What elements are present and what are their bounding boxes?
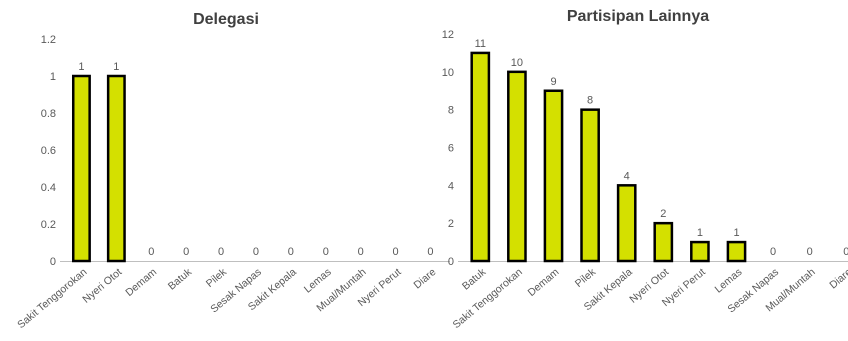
category-label: Pilek bbox=[573, 266, 599, 290]
category-label: Sakit Tenggorokan bbox=[15, 266, 89, 331]
data-label: 9 bbox=[550, 76, 556, 88]
y-tick-label: 0.6 bbox=[41, 145, 56, 157]
data-label: 0 bbox=[358, 246, 364, 258]
category-label: Lemas bbox=[713, 266, 745, 295]
data-label: 0 bbox=[218, 246, 224, 258]
y-tick-label: 1.2 bbox=[41, 34, 56, 46]
y-tick-label: 0 bbox=[50, 256, 56, 268]
data-label: 0 bbox=[323, 246, 329, 258]
category-label: Pilek bbox=[204, 266, 230, 290]
data-label: 0 bbox=[427, 246, 433, 258]
y-tick-label: 12 bbox=[442, 29, 454, 41]
data-label: 0 bbox=[253, 246, 259, 258]
data-label: 0 bbox=[843, 246, 848, 258]
data-label: 0 bbox=[148, 246, 154, 258]
data-label: 2 bbox=[660, 208, 666, 220]
y-tick-label: 4 bbox=[448, 180, 454, 192]
category-label: Diare bbox=[411, 266, 438, 291]
bar bbox=[690, 240, 710, 263]
category-label: Demam bbox=[526, 266, 562, 299]
bar bbox=[543, 89, 564, 263]
data-label: 8 bbox=[587, 95, 593, 107]
y-tick-label: 8 bbox=[448, 105, 454, 117]
y-tick-label: 2 bbox=[448, 218, 454, 230]
y-tick-label: 0 bbox=[448, 256, 454, 268]
data-label: 1 bbox=[697, 227, 703, 239]
data-label: 0 bbox=[807, 246, 813, 258]
bar bbox=[726, 240, 747, 263]
data-label: 1 bbox=[78, 61, 84, 73]
chart-title-delegasi: Delegasi bbox=[193, 11, 259, 28]
data-label: 1 bbox=[113, 61, 119, 73]
y-tick-label: 1 bbox=[50, 71, 56, 83]
bar bbox=[470, 51, 491, 263]
y-tick-label: 0.8 bbox=[41, 108, 56, 120]
chart-delegasi: Delegasi 0 0.2 0.4 0.6 0.8 1 1.2 1 Sakit Tenggor… bbox=[15, 11, 450, 331]
bar bbox=[616, 184, 637, 263]
category-label: Sakit Tenggorokan bbox=[451, 266, 525, 331]
data-label: 10 bbox=[511, 57, 523, 69]
category-label: Batuk bbox=[166, 266, 195, 293]
category-label: Demam bbox=[123, 266, 159, 299]
data-label: 0 bbox=[392, 246, 398, 258]
chart-title-partisipan-lainnya: Partisipan Lainnya bbox=[567, 8, 709, 25]
category-label: Nyeri Otot bbox=[80, 266, 124, 306]
y-tick-label: 10 bbox=[442, 67, 454, 79]
chart-partisipan-lainnya: Partisipan Lainnya 02468101211Batuk10Sak… bbox=[442, 8, 848, 331]
data-label: 1 bbox=[733, 227, 739, 239]
bar bbox=[653, 221, 674, 263]
category-label: Diare bbox=[827, 266, 848, 291]
data-label: 0 bbox=[770, 246, 776, 258]
category-label: Batuk bbox=[460, 266, 489, 293]
bar bbox=[507, 70, 527, 263]
data-label: 0 bbox=[288, 246, 294, 258]
bar bbox=[580, 108, 600, 263]
data-label: 4 bbox=[624, 170, 630, 182]
bar bbox=[71, 74, 91, 263]
y-tick-label: 0.4 bbox=[41, 182, 56, 194]
y-tick-label: 6 bbox=[448, 143, 454, 155]
data-label: 11 bbox=[475, 38, 486, 50]
y-tick-label: 0.2 bbox=[41, 219, 56, 231]
data-label: 0 bbox=[183, 246, 189, 258]
category-label: Lemas bbox=[302, 266, 334, 295]
bar bbox=[106, 74, 126, 263]
